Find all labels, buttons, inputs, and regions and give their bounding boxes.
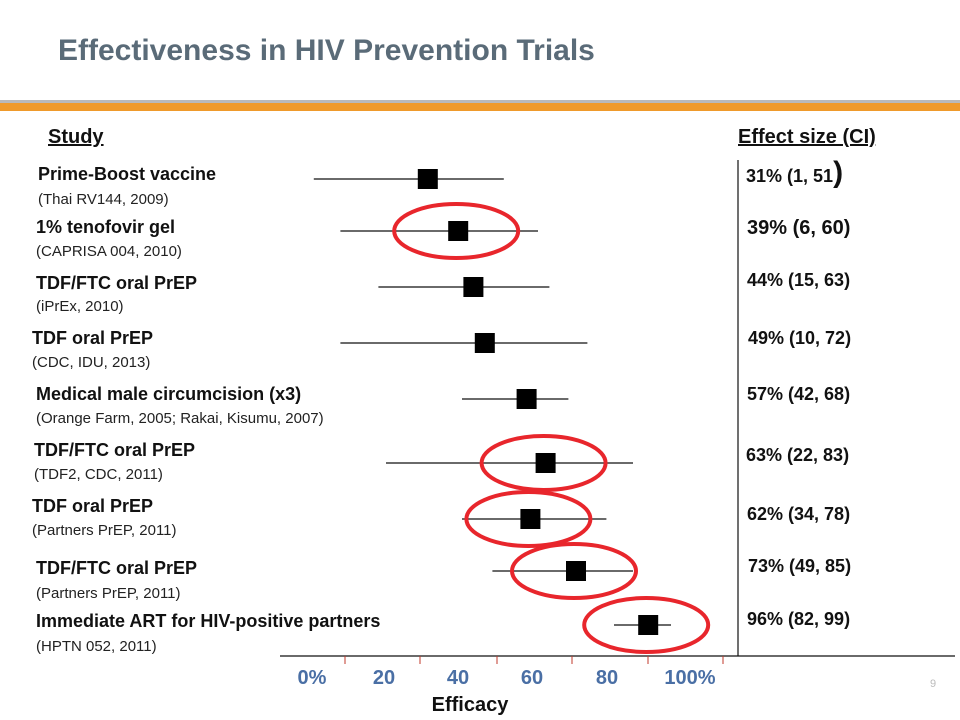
effect-size-3: 44% (15, 63) bbox=[747, 270, 851, 290]
study-name-2: 1% tenofovir gel bbox=[36, 217, 176, 237]
estimate-marker-2 bbox=[448, 221, 469, 241]
estimate-marker-1 bbox=[417, 169, 438, 189]
study-sub-7: (Partners PrEP, 2011) bbox=[32, 522, 177, 539]
study-sub-4: (CDC, IDU, 2013) bbox=[32, 354, 151, 371]
effect-size-9: 96% (82, 99) bbox=[747, 609, 851, 629]
estimate-marker-4 bbox=[474, 333, 495, 353]
effect-size-6: 63% (22, 83) bbox=[746, 445, 850, 465]
effect-column-header: Effect size (CI) bbox=[738, 126, 876, 148]
study-sub-9: (HPTN 052, 2011) bbox=[36, 638, 157, 655]
x-axis-title: Efficacy bbox=[432, 694, 510, 716]
estimate-marker-7 bbox=[520, 509, 541, 529]
study-name-7: TDF oral PrEP bbox=[32, 496, 154, 516]
accent-bar bbox=[0, 103, 960, 111]
estimate-marker-6 bbox=[535, 453, 556, 473]
estimate-marker-8 bbox=[566, 561, 586, 581]
study-name-3: TDF/FTC oral PrEP bbox=[36, 273, 198, 293]
page-number: 9 bbox=[930, 678, 937, 690]
highlight-ellipse-6 bbox=[479, 434, 608, 492]
effect-size-7: 62% (34, 78) bbox=[747, 504, 851, 524]
study-column-header: Study bbox=[48, 126, 104, 148]
highlight-ellipse-7 bbox=[464, 490, 593, 548]
x-tick-label-5: 80 bbox=[596, 667, 618, 689]
effect-size-2: 39% (6, 60) bbox=[747, 217, 851, 239]
effect-size-8: 73% (49, 85) bbox=[748, 556, 852, 576]
highlight-ellipse-9 bbox=[582, 596, 711, 654]
x-tick-label-1: 0% bbox=[298, 667, 327, 689]
x-tick-label-6: 100% bbox=[664, 667, 715, 689]
highlight-ellipse-2 bbox=[392, 202, 521, 260]
x-tick-label-4: 60 bbox=[521, 667, 543, 689]
effect-size-5: 57% (42, 68) bbox=[747, 384, 851, 404]
estimate-marker-5 bbox=[516, 389, 537, 409]
x-tick-label-2: 20 bbox=[373, 667, 395, 689]
estimate-marker-3 bbox=[463, 277, 484, 297]
study-name-5: Medical male circumcision (x3) bbox=[36, 384, 302, 404]
study-sub-8: (Partners PrEP, 2011) bbox=[36, 585, 181, 602]
estimate-marker-9 bbox=[638, 615, 659, 635]
study-sub-6: (TDF2, CDC, 2011) bbox=[34, 466, 163, 483]
title-divider bbox=[0, 100, 960, 103]
study-name-1: Prime-Boost vaccine bbox=[38, 164, 217, 184]
study-sub-5: (Orange Farm, 2005; Rakai, Kisumu, 2007) bbox=[36, 410, 324, 427]
study-name-6: TDF/FTC oral PrEP bbox=[34, 440, 196, 460]
x-tick-label-3: 40 bbox=[447, 667, 469, 689]
study-sub-1: (Thai RV144, 2009) bbox=[38, 191, 169, 208]
study-name-8: TDF/FTC oral PrEP bbox=[36, 558, 198, 578]
effect-size-4: 49% (10, 72) bbox=[748, 328, 852, 348]
slide-title: Effectiveness in HIV Prevention Trials bbox=[58, 34, 595, 67]
study-sub-3: (iPrEx, 2010) bbox=[36, 298, 124, 315]
study-name-4: TDF oral PrEP bbox=[32, 328, 154, 348]
study-sub-2: (CAPRISA 004, 2010) bbox=[36, 243, 182, 260]
effect-size-1: 31% (1, 51) bbox=[746, 156, 844, 189]
study-name-9: Immediate ART for HIV-positive partners bbox=[36, 611, 381, 631]
highlight-ellipse-8 bbox=[510, 542, 638, 600]
